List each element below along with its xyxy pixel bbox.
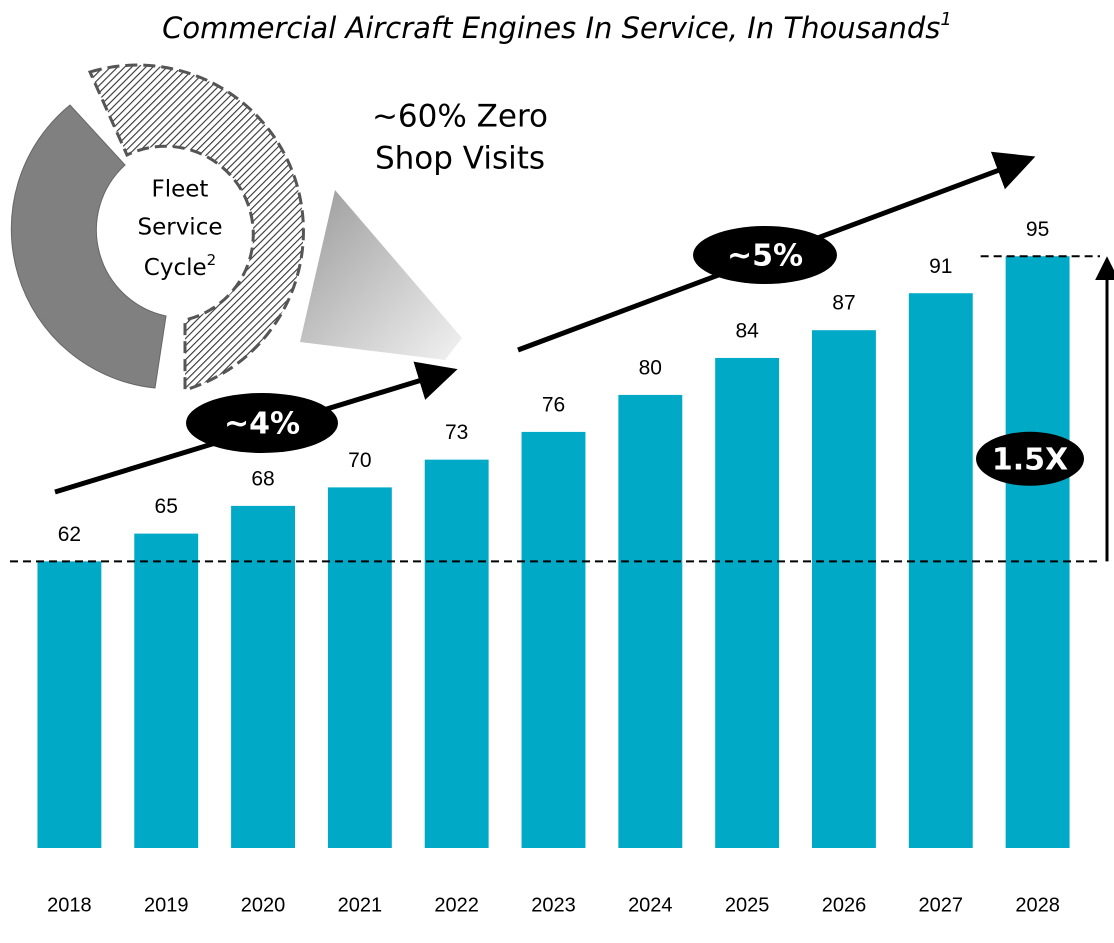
growth-label: ~4% xyxy=(224,407,300,442)
x-tick-label: 2024 xyxy=(628,894,673,916)
bars: 62 2018 65 2019 68 2020 70 2021 73 2022 76 2023 80 20… xyxy=(37,218,1070,916)
donut-label: Service xyxy=(137,215,222,241)
bar xyxy=(134,533,199,848)
donut-note: 2 xyxy=(207,251,217,269)
bar xyxy=(908,293,973,848)
donut-label-text: Cycle xyxy=(144,255,207,281)
value-label: 68 xyxy=(251,467,274,490)
x-tick-label: 2028 xyxy=(1015,894,1060,916)
callout-fan xyxy=(300,190,462,360)
bar xyxy=(715,357,780,848)
callout-text: ~60% Zero xyxy=(372,99,548,135)
value-label: 62 xyxy=(58,523,81,546)
x-tick-label: 2023 xyxy=(531,894,576,916)
x-tick-label: 2026 xyxy=(822,894,867,916)
overlay: 1.5X xyxy=(10,255,1114,563)
bar xyxy=(231,505,295,848)
ratio-pill xyxy=(976,431,1084,486)
growth-pill xyxy=(693,226,837,284)
x-tick-label: 2021 xyxy=(338,894,383,916)
title-note: 1 xyxy=(940,9,951,30)
value-label: 95 xyxy=(1026,218,1049,241)
growth-label: ~5% xyxy=(727,239,803,274)
x-tick-label: 2018 xyxy=(47,894,92,916)
donut-label: Cycle2 xyxy=(144,251,216,281)
x-tick-label: 2022 xyxy=(434,894,479,916)
callout-text: Shop Visits xyxy=(375,141,545,177)
value-label: 80 xyxy=(639,356,662,379)
bar xyxy=(1005,256,1070,848)
x-tick-label: 2025 xyxy=(725,894,770,916)
x-tick-label: 2020 xyxy=(241,894,286,916)
value-label: 84 xyxy=(735,319,759,342)
value-label: 76 xyxy=(542,393,565,416)
chart-title: Commercial Aircraft Engines In Service, … xyxy=(162,9,952,45)
growth-pill xyxy=(186,393,338,453)
bar xyxy=(424,459,489,848)
donut-label: Fleet xyxy=(152,177,209,203)
x-tick-label: 2019 xyxy=(144,894,189,916)
bar xyxy=(327,487,392,848)
ratio-label: 1.5X xyxy=(992,442,1068,477)
bar xyxy=(812,330,876,849)
bar xyxy=(37,561,102,848)
donut-hatched xyxy=(87,63,305,393)
value-label: 70 xyxy=(348,449,371,472)
value-label: 87 xyxy=(832,292,855,315)
title-text: Commercial Aircraft Engines In Service, … xyxy=(162,11,940,45)
x-tick-label: 2027 xyxy=(919,894,964,916)
value-label: 91 xyxy=(929,255,952,278)
bar xyxy=(521,431,586,848)
value-label: 65 xyxy=(155,495,178,518)
donut-gray xyxy=(10,104,167,389)
value-label: 73 xyxy=(445,421,468,444)
bar xyxy=(618,394,683,848)
